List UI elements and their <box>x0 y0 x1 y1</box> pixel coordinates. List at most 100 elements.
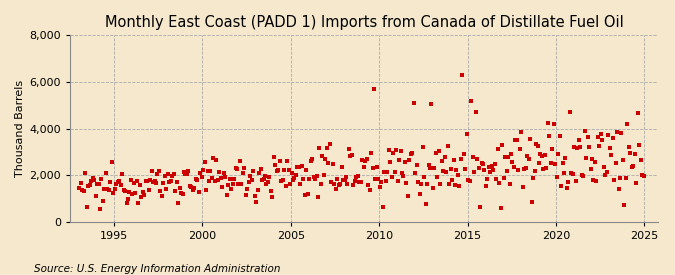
Point <box>321 146 332 151</box>
Point <box>193 190 204 194</box>
Point <box>86 179 97 184</box>
Point <box>342 182 353 187</box>
Point <box>279 168 290 172</box>
Point <box>394 158 404 163</box>
Point <box>254 171 265 175</box>
Point <box>580 155 591 160</box>
Point <box>184 183 195 188</box>
Point <box>411 163 422 167</box>
Point <box>435 182 446 186</box>
Point <box>182 172 192 177</box>
Point <box>326 180 337 184</box>
Point <box>202 169 213 174</box>
Point <box>512 138 522 142</box>
Point <box>620 175 631 180</box>
Point <box>159 174 170 178</box>
Point <box>464 179 475 183</box>
Point <box>306 157 317 161</box>
Point <box>317 154 328 158</box>
Point <box>624 145 634 149</box>
Point <box>482 177 493 181</box>
Point <box>608 135 618 140</box>
Point <box>468 170 479 174</box>
Point <box>285 182 296 186</box>
Point <box>610 160 621 165</box>
Point <box>351 175 362 180</box>
Point <box>443 182 454 186</box>
Point <box>320 156 331 161</box>
Point <box>199 160 210 164</box>
Point <box>83 184 94 188</box>
Point <box>240 193 251 197</box>
Point <box>304 177 315 181</box>
Point <box>74 186 85 190</box>
Point <box>165 179 176 184</box>
Point <box>152 172 163 176</box>
Point <box>333 183 344 187</box>
Point <box>523 157 534 161</box>
Point <box>341 175 352 179</box>
Point <box>102 187 113 191</box>
Point <box>629 152 640 156</box>
Point <box>146 169 157 173</box>
Point <box>323 161 333 166</box>
Point <box>153 169 164 174</box>
Point <box>256 178 267 182</box>
Point <box>500 155 510 159</box>
Point <box>289 176 300 180</box>
Point <box>84 183 95 187</box>
Point <box>249 194 260 198</box>
Point <box>506 151 516 156</box>
Point <box>463 177 474 182</box>
Point <box>544 134 555 138</box>
Point <box>519 167 530 171</box>
Point <box>423 163 434 167</box>
Point <box>174 186 185 190</box>
Point <box>117 172 128 177</box>
Point <box>447 178 458 182</box>
Point <box>188 188 198 192</box>
Point <box>115 183 126 187</box>
Point <box>628 164 639 168</box>
Point <box>242 187 252 191</box>
Point <box>576 172 587 177</box>
Point <box>298 177 308 181</box>
Point <box>583 135 593 139</box>
Point <box>142 178 153 183</box>
Point <box>564 110 575 115</box>
Point <box>553 152 564 156</box>
Point <box>591 178 602 183</box>
Point <box>568 172 578 176</box>
Point <box>344 147 354 151</box>
Point <box>93 182 104 186</box>
Point <box>433 149 444 153</box>
Point <box>354 180 364 184</box>
Point <box>545 161 556 166</box>
Point <box>439 155 450 160</box>
Point <box>370 177 381 181</box>
Point <box>436 158 447 163</box>
Point <box>626 165 637 169</box>
Point <box>533 161 544 166</box>
Title: Monthly East Coast (PADD 1) Imports from Canada of Distillate Fuel Oil: Monthly East Coast (PADD 1) Imports from… <box>105 15 624 30</box>
Point <box>220 175 231 180</box>
Point <box>239 166 250 170</box>
Point <box>176 191 186 195</box>
Point <box>362 183 373 187</box>
Point <box>196 175 207 179</box>
Point <box>169 188 180 193</box>
Point <box>327 161 338 166</box>
Point <box>476 160 487 165</box>
Point <box>529 169 540 173</box>
Point <box>548 122 559 126</box>
Point <box>557 161 568 165</box>
Point <box>284 168 294 172</box>
Point <box>290 173 301 177</box>
Point <box>109 187 120 191</box>
Point <box>281 158 292 163</box>
Point <box>99 186 110 191</box>
Point <box>144 178 155 182</box>
Point <box>478 162 489 166</box>
Point <box>158 180 169 185</box>
Point <box>441 170 452 175</box>
